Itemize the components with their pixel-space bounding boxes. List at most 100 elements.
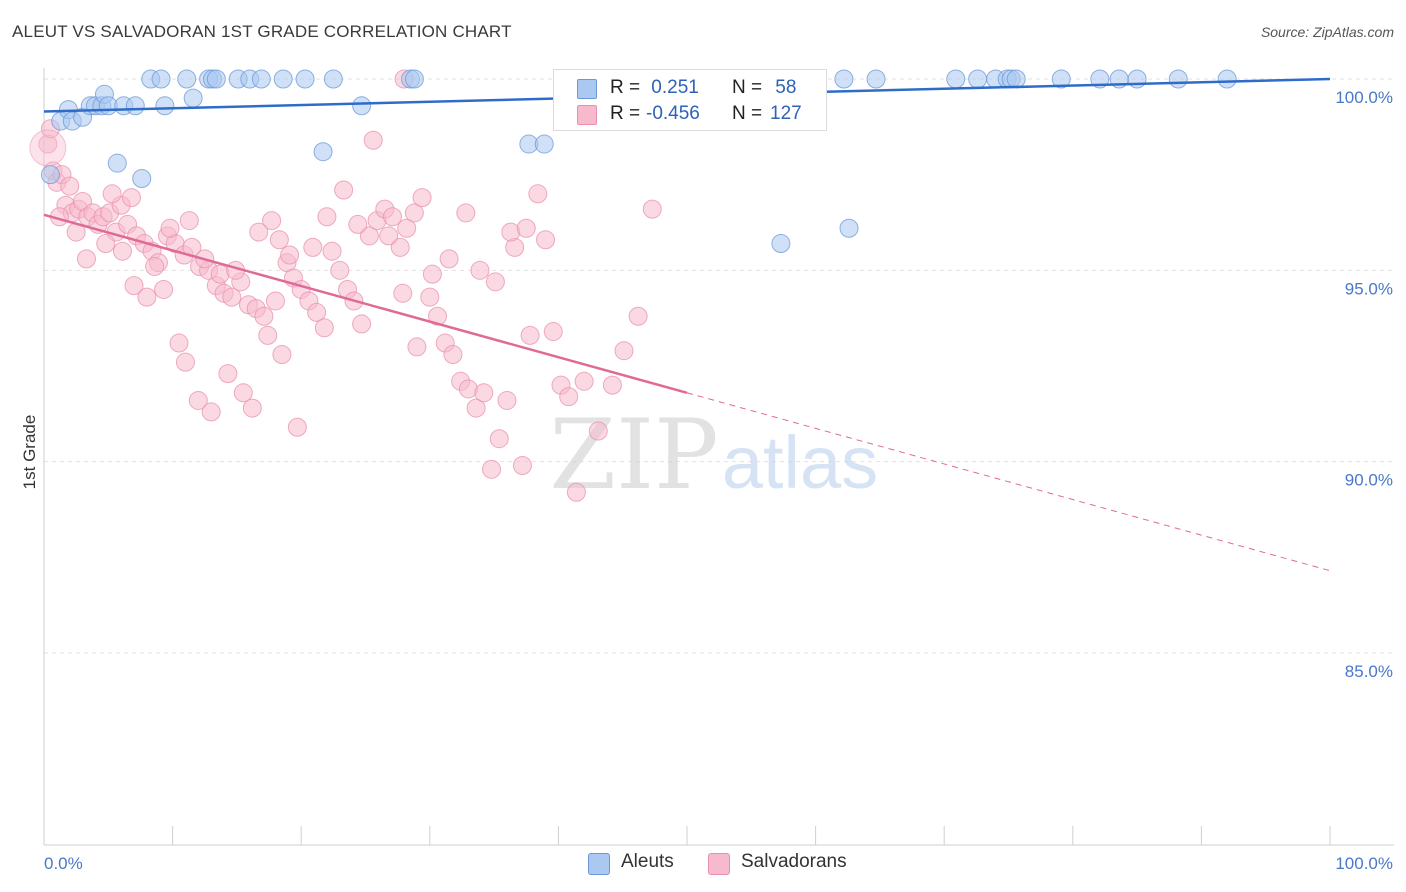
r-value: 0.251	[646, 77, 699, 98]
salvadoran-point	[222, 287, 242, 307]
salvadoran-point	[242, 398, 262, 418]
n-label: N =	[732, 77, 763, 98]
salvadoran-point	[536, 230, 556, 250]
chart-title: ALEUT VS SALVADORAN 1ST GRADE CORRELATIO…	[12, 22, 512, 41]
salvadoran-point	[497, 390, 517, 410]
salvadoran-point	[254, 306, 274, 326]
salvadoran-point	[516, 218, 536, 238]
salvadoran-point	[466, 398, 486, 418]
aleut-point	[839, 218, 859, 238]
salvadoran-point	[160, 218, 180, 238]
correlation-legend: R = 0.251 N = 58 R = -0.456 N = 127	[553, 69, 827, 131]
salvadoran-point	[303, 237, 323, 257]
n-value: 58	[770, 77, 797, 98]
salvadoran-point	[322, 241, 342, 261]
aleut-point	[1168, 69, 1188, 89]
aleut-point	[132, 168, 152, 188]
aleut-point	[968, 69, 988, 89]
x-tick-label: 0.0%	[44, 854, 83, 873]
aleut-point	[313, 142, 333, 162]
aleut-point	[404, 69, 424, 89]
salvadoran-point	[407, 337, 427, 357]
salvadoran-point	[307, 302, 327, 322]
salvadoran-point	[422, 264, 442, 284]
salvadoran-point	[145, 257, 165, 277]
aleut-legend-label: Aleuts	[621, 851, 674, 872]
watermark-atlas: atlas	[722, 421, 878, 504]
salvadoran-point	[520, 325, 540, 345]
aleut-point	[125, 96, 145, 116]
legend-row-salvadoran: R = -0.456 N = 127	[554, 102, 826, 128]
aleut-point	[177, 69, 197, 89]
salvadoran-point	[574, 371, 594, 391]
salvadoran-point	[258, 325, 278, 345]
salvadoran-point	[102, 184, 122, 204]
salvadoran-point	[137, 287, 157, 307]
salvadoran-point	[280, 245, 300, 265]
y-tick-label: 85.0%	[1345, 662, 1393, 681]
salvadoran-point	[566, 482, 586, 502]
aleut-point	[946, 69, 966, 89]
data-points	[29, 69, 1237, 502]
y-tick-label: 95.0%	[1345, 279, 1393, 298]
salvadoran-point	[314, 318, 334, 338]
salvadoran-trend-extension	[686, 392, 1331, 572]
salvadoran-point	[383, 207, 403, 227]
aleut-point	[1127, 69, 1147, 89]
aleut-point	[151, 69, 171, 89]
r-value: -0.456	[646, 103, 700, 124]
salvadoran-point	[474, 383, 494, 403]
salvadoran-point	[420, 287, 440, 307]
y-tick-label: 100.0%	[1335, 88, 1393, 107]
salvadoran-point	[121, 188, 141, 208]
aleut-point	[1006, 69, 1026, 89]
salvadoran-point	[352, 314, 372, 334]
x-tick-label: 100.0%	[1335, 854, 1393, 873]
salvadoran-legend-label: Salvadorans	[741, 851, 847, 872]
grid-lines	[44, 78, 1394, 654]
salvadoran-point	[485, 272, 505, 292]
tick-labels: 100.0% 95.0% 90.0% 85.0% 0.0% 100.0%	[44, 88, 1393, 873]
axes	[43, 68, 1394, 846]
chart-source: Source: ZipAtlas.com	[1260, 24, 1394, 40]
salvadoran-point	[334, 180, 354, 200]
salvadoran-point	[272, 345, 292, 365]
salvadoran-point	[397, 218, 417, 238]
salvadoran-point	[379, 226, 399, 246]
n-value: 127	[770, 103, 802, 124]
aleut-point	[183, 88, 203, 108]
salvadoran-point	[175, 352, 195, 372]
aleut-point	[866, 69, 886, 89]
y-axis-title: 1st Grade	[20, 415, 39, 490]
aleut-point	[273, 69, 293, 89]
salvadoran-point	[412, 188, 432, 208]
salvadoran-point	[249, 222, 269, 242]
salvadoran-point	[456, 203, 476, 223]
salvadoran-point	[489, 429, 509, 449]
salvadoran-swatch	[577, 105, 597, 125]
aleut-point	[323, 69, 343, 89]
salvadoran-point	[393, 283, 413, 303]
salvadoran-point	[218, 364, 238, 384]
aleut-swatch	[577, 79, 597, 99]
salvadoran-point	[348, 214, 368, 234]
salvadoran-point	[359, 226, 379, 246]
aleut-point	[206, 69, 226, 89]
salvadoran-point	[179, 211, 199, 231]
aleut-point	[834, 69, 854, 89]
salvadoran-point	[602, 375, 622, 395]
aleut-point	[1051, 69, 1071, 89]
salvadoran-point	[265, 291, 285, 311]
salvadoran-point	[439, 249, 459, 269]
aleut-legend-swatch	[588, 853, 610, 875]
salvadoran-point	[201, 402, 221, 422]
aleut-point	[155, 96, 175, 116]
salvadoran-point	[390, 237, 410, 257]
salvadoran-point	[528, 184, 548, 204]
salvadoran-point	[482, 459, 502, 479]
salvadoran-point	[169, 333, 189, 353]
salvadoran-point	[124, 276, 144, 296]
salvadoran-point	[317, 207, 337, 227]
salvadoran-point	[470, 260, 490, 280]
